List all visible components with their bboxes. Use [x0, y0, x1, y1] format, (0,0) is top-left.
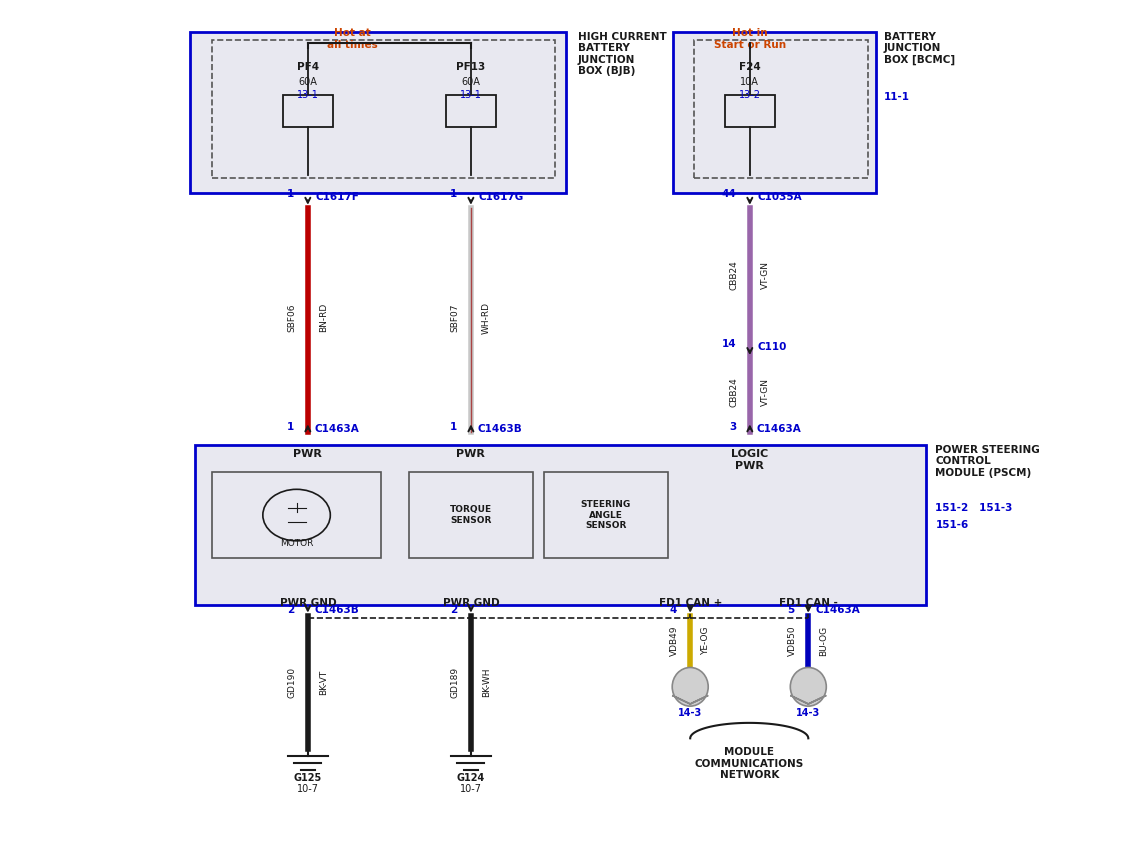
Text: C1617G: C1617G [479, 192, 525, 201]
Text: 2: 2 [450, 605, 458, 616]
FancyBboxPatch shape [544, 473, 667, 558]
Text: 11-1: 11-1 [884, 92, 910, 101]
FancyBboxPatch shape [725, 95, 775, 127]
Text: 1: 1 [450, 189, 458, 199]
Ellipse shape [791, 668, 826, 706]
Text: Hot in
Start or Run: Hot in Start or Run [714, 29, 786, 49]
Text: BU-OG: BU-OG [819, 625, 828, 655]
FancyBboxPatch shape [673, 31, 876, 193]
Text: VT-GN: VT-GN [761, 261, 770, 289]
Text: C1463B: C1463B [315, 605, 359, 616]
Text: F24: F24 [739, 62, 760, 72]
Text: 14: 14 [722, 339, 736, 349]
Text: PWR: PWR [457, 449, 485, 459]
Text: PWR: PWR [293, 449, 322, 459]
Text: 60A: 60A [461, 77, 480, 88]
Text: WH-RD: WH-RD [483, 302, 491, 334]
Text: 13-2: 13-2 [739, 90, 761, 100]
Text: VT-GN: VT-GN [761, 378, 770, 407]
Text: 13-1: 13-1 [297, 90, 318, 100]
Text: YE-OG: YE-OG [701, 626, 710, 655]
FancyBboxPatch shape [189, 31, 566, 193]
Text: VDB50: VDB50 [789, 625, 796, 655]
Text: C1463A: C1463A [815, 605, 860, 616]
Text: PWR GND: PWR GND [280, 598, 337, 609]
FancyBboxPatch shape [212, 40, 555, 179]
Text: FD1 CAN -: FD1 CAN - [778, 598, 837, 609]
Text: 13-1: 13-1 [460, 90, 482, 100]
Text: SBF07: SBF07 [451, 303, 460, 332]
Text: CBB24: CBB24 [730, 377, 739, 407]
Text: C1463A: C1463A [757, 424, 801, 434]
FancyBboxPatch shape [446, 95, 495, 127]
Text: 1: 1 [450, 422, 458, 433]
Polygon shape [672, 695, 708, 704]
Text: G124: G124 [457, 772, 485, 783]
Text: POWER STEERING
CONTROL
MODULE (PSCM): POWER STEERING CONTROL MODULE (PSCM) [936, 445, 1040, 478]
Text: 10-7: 10-7 [297, 784, 318, 794]
Text: GD189: GD189 [451, 667, 460, 698]
Text: C1463A: C1463A [315, 424, 359, 434]
Text: LOGIC
PWR: LOGIC PWR [731, 449, 768, 471]
Text: 1: 1 [287, 189, 295, 199]
Text: 10A: 10A [740, 77, 759, 88]
Text: PWR GND: PWR GND [443, 598, 500, 609]
Text: 5: 5 [787, 605, 795, 616]
Text: BK-WH: BK-WH [483, 668, 491, 697]
Text: VDB49: VDB49 [670, 625, 679, 655]
Text: STEERING
ANGLE
SENSOR: STEERING ANGLE SENSOR [581, 500, 631, 530]
Text: 1: 1 [287, 422, 295, 433]
Text: 4: 4 [670, 605, 676, 616]
Text: C1035A: C1035A [758, 192, 802, 201]
FancyBboxPatch shape [283, 95, 333, 127]
Text: 3: 3 [729, 422, 736, 433]
Text: PF13: PF13 [457, 62, 486, 72]
Text: Hot at
all times: Hot at all times [327, 29, 378, 49]
Text: MODULE
COMMUNICATIONS
NETWORK: MODULE COMMUNICATIONS NETWORK [695, 746, 804, 780]
Text: PF4: PF4 [297, 62, 318, 72]
Text: 151-6: 151-6 [936, 520, 969, 531]
Polygon shape [791, 695, 826, 704]
FancyBboxPatch shape [693, 40, 868, 179]
Text: 60A: 60A [298, 77, 317, 88]
Text: SBF06: SBF06 [288, 303, 297, 332]
Text: CBB24: CBB24 [730, 260, 739, 290]
Text: C1617F: C1617F [316, 192, 359, 201]
Text: 151-2   151-3: 151-2 151-3 [936, 503, 1013, 513]
Text: 10-7: 10-7 [460, 784, 482, 794]
Text: 14-3: 14-3 [678, 708, 702, 718]
Text: 44: 44 [722, 189, 736, 199]
Text: BATTERY
JUNCTION
BOX [BCMC]: BATTERY JUNCTION BOX [BCMC] [884, 31, 955, 65]
Text: 2: 2 [287, 605, 295, 616]
Text: TORQUE
SENSOR: TORQUE SENSOR [450, 505, 492, 525]
Ellipse shape [672, 668, 708, 706]
Text: MOTOR: MOTOR [280, 538, 313, 548]
Text: BN-RD: BN-RD [320, 303, 329, 332]
Text: GD190: GD190 [288, 667, 297, 698]
Text: BK-VT: BK-VT [320, 670, 329, 695]
Text: FD1 CAN +: FD1 CAN + [658, 598, 722, 609]
FancyBboxPatch shape [195, 445, 927, 605]
Text: C1463B: C1463B [478, 424, 522, 434]
FancyBboxPatch shape [212, 473, 381, 558]
Text: 14-3: 14-3 [796, 708, 820, 718]
Text: C110: C110 [758, 342, 787, 352]
Text: HIGH CURRENT
BATTERY
JUNCTION
BOX (BJB): HIGH CURRENT BATTERY JUNCTION BOX (BJB) [578, 31, 666, 76]
Text: G125: G125 [293, 772, 322, 783]
FancyBboxPatch shape [409, 473, 533, 558]
